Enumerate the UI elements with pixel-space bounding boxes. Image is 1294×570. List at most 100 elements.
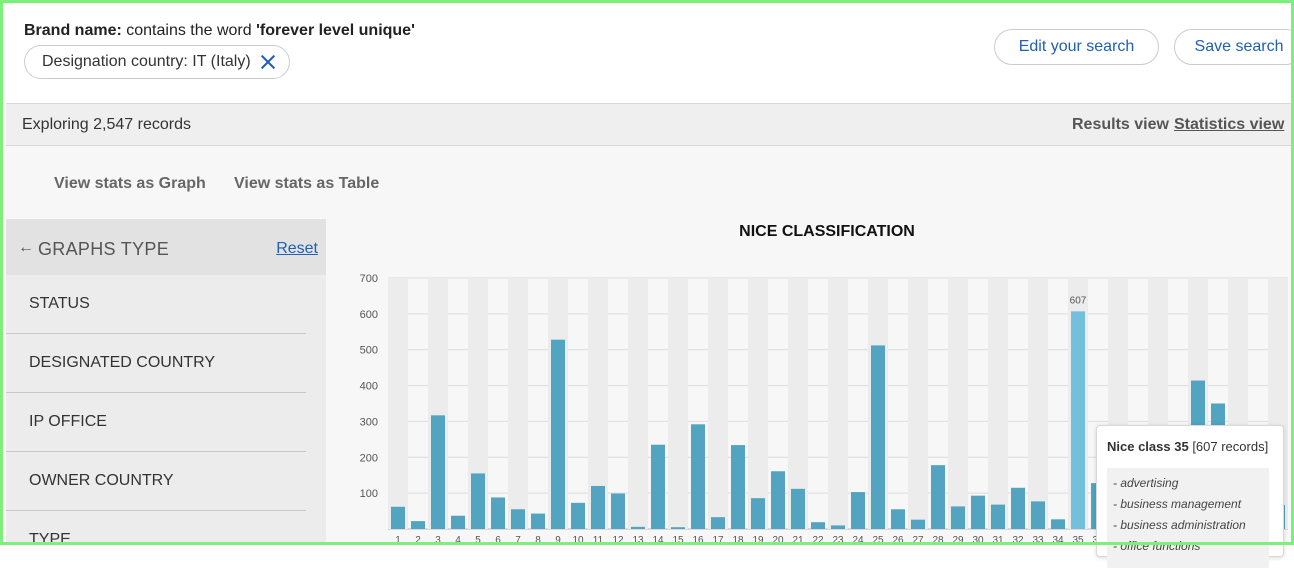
x-tick-label: 26 (892, 535, 904, 545)
chart-bar (691, 424, 705, 529)
records-count: Exploring 2,547 records (22, 116, 191, 133)
filter-chip-designation-country: Designation country: IT (Italy) (24, 45, 290, 79)
y-tick-label: 500 (360, 345, 378, 357)
close-icon[interactable] (259, 53, 277, 71)
x-tick-label: 10 (572, 535, 584, 545)
chart-band (708, 278, 728, 529)
chart-bar (491, 497, 505, 529)
x-tick-label: 18 (732, 535, 744, 545)
x-tick-label: 17 (712, 535, 724, 545)
sidebar-item-type[interactable]: TYPE (29, 531, 71, 548)
chart-band (508, 278, 528, 529)
bar-tooltip: Nice class 35 [607 records] - advertisin… (1096, 425, 1284, 568)
sidebar-item-owner-country[interactable]: OWNER COUNTRY (6, 452, 306, 511)
view-stats-graph-button[interactable]: View stats as Graph (54, 175, 206, 192)
search-condition: contains the word (126, 22, 252, 39)
x-tick-label: 35 (1072, 535, 1084, 545)
chart-bar (471, 473, 485, 529)
x-tick-label: 1 (395, 535, 401, 545)
x-tick-label: 23 (832, 535, 844, 545)
reset-link[interactable]: Reset (276, 240, 318, 257)
chart-bar (591, 485, 605, 529)
y-tick-label: 700 (360, 273, 378, 285)
chart-bar (451, 515, 465, 529)
y-tick-label: 200 (360, 452, 378, 464)
chart-bar (611, 493, 625, 529)
save-search-button[interactable]: Save search (1174, 29, 1294, 65)
chart-bar (431, 415, 445, 529)
chart-bar (1031, 501, 1045, 529)
chart-band (828, 278, 848, 529)
y-tick-label: 600 (360, 309, 378, 321)
x-tick-label: 30 (972, 535, 984, 545)
x-tick-label: 16 (692, 535, 704, 545)
x-tick-label: 13 (632, 535, 644, 545)
sidebar-item-designated-country[interactable]: DESIGNATED COUNTRY (6, 334, 306, 393)
tooltip-class-label: Nice class 35 (1107, 439, 1189, 454)
x-tick-label: 2 (415, 535, 421, 545)
results-view-link[interactable]: Results view (1072, 116, 1169, 133)
search-term: 'forever level unique' (256, 22, 415, 39)
x-tick-label: 19 (752, 535, 764, 545)
sidebar-item-ip-office[interactable]: IP OFFICE (6, 393, 306, 452)
chart-bar (1011, 487, 1025, 529)
x-tick-label: 24 (852, 535, 864, 545)
chart-band (628, 278, 648, 529)
chart-bar (411, 521, 425, 529)
chart-title: NICE CLASSIFICATION (739, 223, 915, 240)
chart-bar (771, 471, 785, 529)
chart-band (948, 278, 968, 529)
x-tick-label: 29 (952, 535, 964, 545)
chart-bar (651, 444, 665, 529)
chart-bar (391, 506, 405, 529)
x-tick-label: 20 (772, 535, 784, 545)
chart-bar (1051, 519, 1065, 529)
chart-bar (751, 498, 765, 529)
x-tick-label: 5 (475, 535, 481, 545)
chart-band (388, 278, 408, 529)
chart-band (668, 278, 688, 529)
x-tick-label: 32 (1012, 535, 1024, 545)
chart-bar (971, 495, 985, 529)
chart-bar (531, 513, 545, 529)
x-tick-label: 11 (593, 535, 604, 545)
chart-bar (571, 502, 585, 529)
chart-band (908, 278, 928, 529)
tooltip-item: - office functions (1113, 539, 1201, 553)
chart-bar (551, 339, 565, 529)
x-tick-label: 31 (992, 535, 1004, 545)
chart-band (468, 278, 488, 529)
arrow-left-icon[interactable]: ← (18, 239, 34, 256)
sidebar-item-status[interactable]: STATUS (6, 275, 306, 334)
tooltip-title: Nice class 35 [607 records] (1107, 439, 1268, 454)
x-tick-label: 28 (932, 535, 944, 545)
x-tick-label: 8 (535, 535, 541, 545)
y-tick-label: 100 (360, 488, 378, 500)
sidebar-header: ← GRAPHS TYPE Reset (6, 219, 326, 275)
tooltip-item: - business administration (1113, 518, 1246, 532)
x-tick-label: 34 (1052, 535, 1064, 545)
x-tick-label: 4 (455, 535, 461, 545)
x-tick-label: 22 (812, 535, 824, 545)
tooltip-records-label: [607 records] (1192, 439, 1269, 454)
chart-bar (511, 509, 525, 529)
x-tick-label: 33 (1032, 535, 1044, 545)
tooltip-list: - advertising - business management - bu… (1107, 468, 1269, 568)
view-stats-table-button[interactable]: View stats as Table (234, 175, 380, 192)
statistics-view-link[interactable]: Statistics view (1174, 116, 1285, 133)
chart-bar (711, 517, 725, 529)
chart-band (1028, 278, 1048, 529)
sidebar-title: GRAPHS TYPE (38, 239, 170, 259)
chart-band (788, 278, 808, 529)
chart-bar (811, 522, 825, 529)
edit-search-button[interactable]: Edit your search (994, 29, 1159, 65)
chart-bar (891, 509, 905, 529)
x-tick-label: 14 (652, 535, 664, 545)
y-tick-label: 300 (360, 416, 378, 428)
chart-bar (991, 504, 1005, 529)
chart-bar (911, 519, 925, 529)
chart-band (988, 278, 1008, 529)
search-field-label: Brand name: (24, 22, 122, 39)
chart-bar (871, 345, 885, 529)
